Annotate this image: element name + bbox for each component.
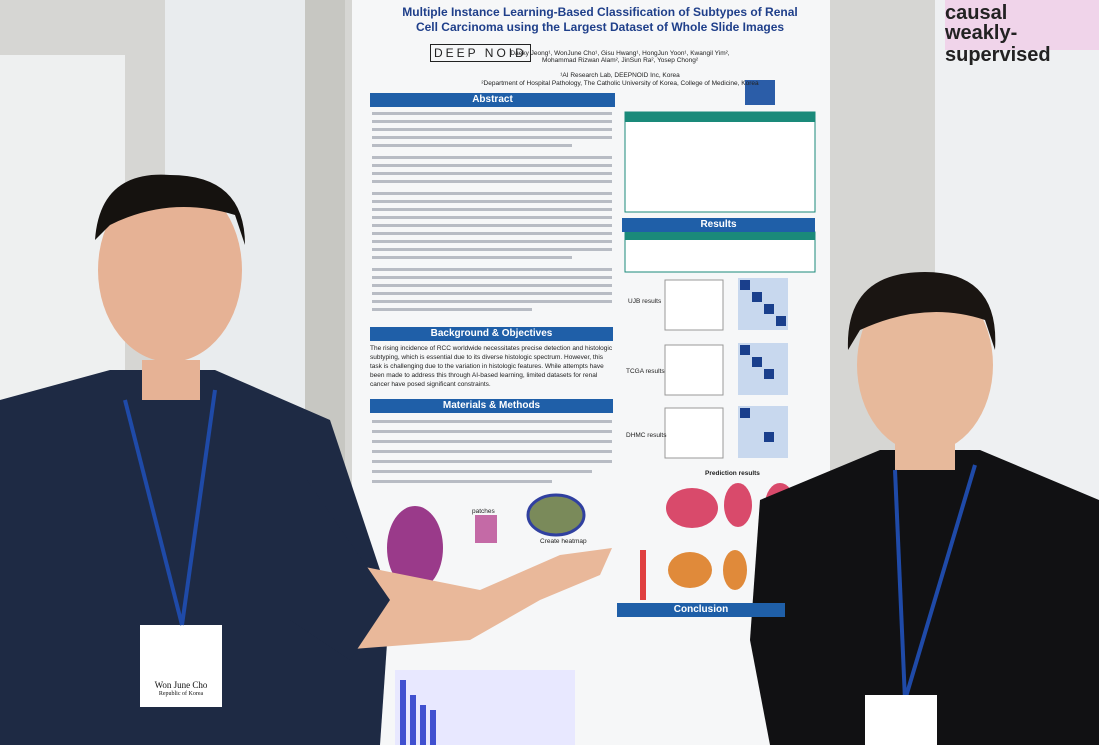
result-label: UJB results [628,298,662,305]
section-header: Results [622,218,815,232]
result-label: DHMC results [626,432,667,439]
section-header: Materials & Methods [370,399,613,413]
poster-title: Multiple Instance Learning-Based Classif… [402,5,798,34]
background-text: The rising incidence of RCC worldwide ne… [370,345,613,388]
section-header: Background & Objectives [370,327,613,341]
section-header: Conclusion [617,603,785,617]
poster-logo: DEEP NOID [430,44,531,62]
section-header: Abstract [370,93,615,107]
side-poster-title: causal [945,2,1008,24]
poster-affiliation: ¹AI Research Lab, DEEPNOID Inc, Korea [560,72,680,79]
result-label: TCGA results [626,368,665,375]
poster-affiliation: ²Department of Hospital Pathology, The C… [481,80,759,87]
figure-label: Create heatmap [540,538,587,545]
poster-authors: Daeky Jeong¹, WonJune Cho¹, Gisu Hwang¹,… [510,50,730,64]
figure-label: patches [472,508,495,515]
result-label: Prediction results [705,470,760,477]
side-poster-title: weakly-supervised [945,22,1051,66]
badge-country: Republic of Korea [158,691,204,697]
badge-name: Won June Cho [154,680,208,690]
